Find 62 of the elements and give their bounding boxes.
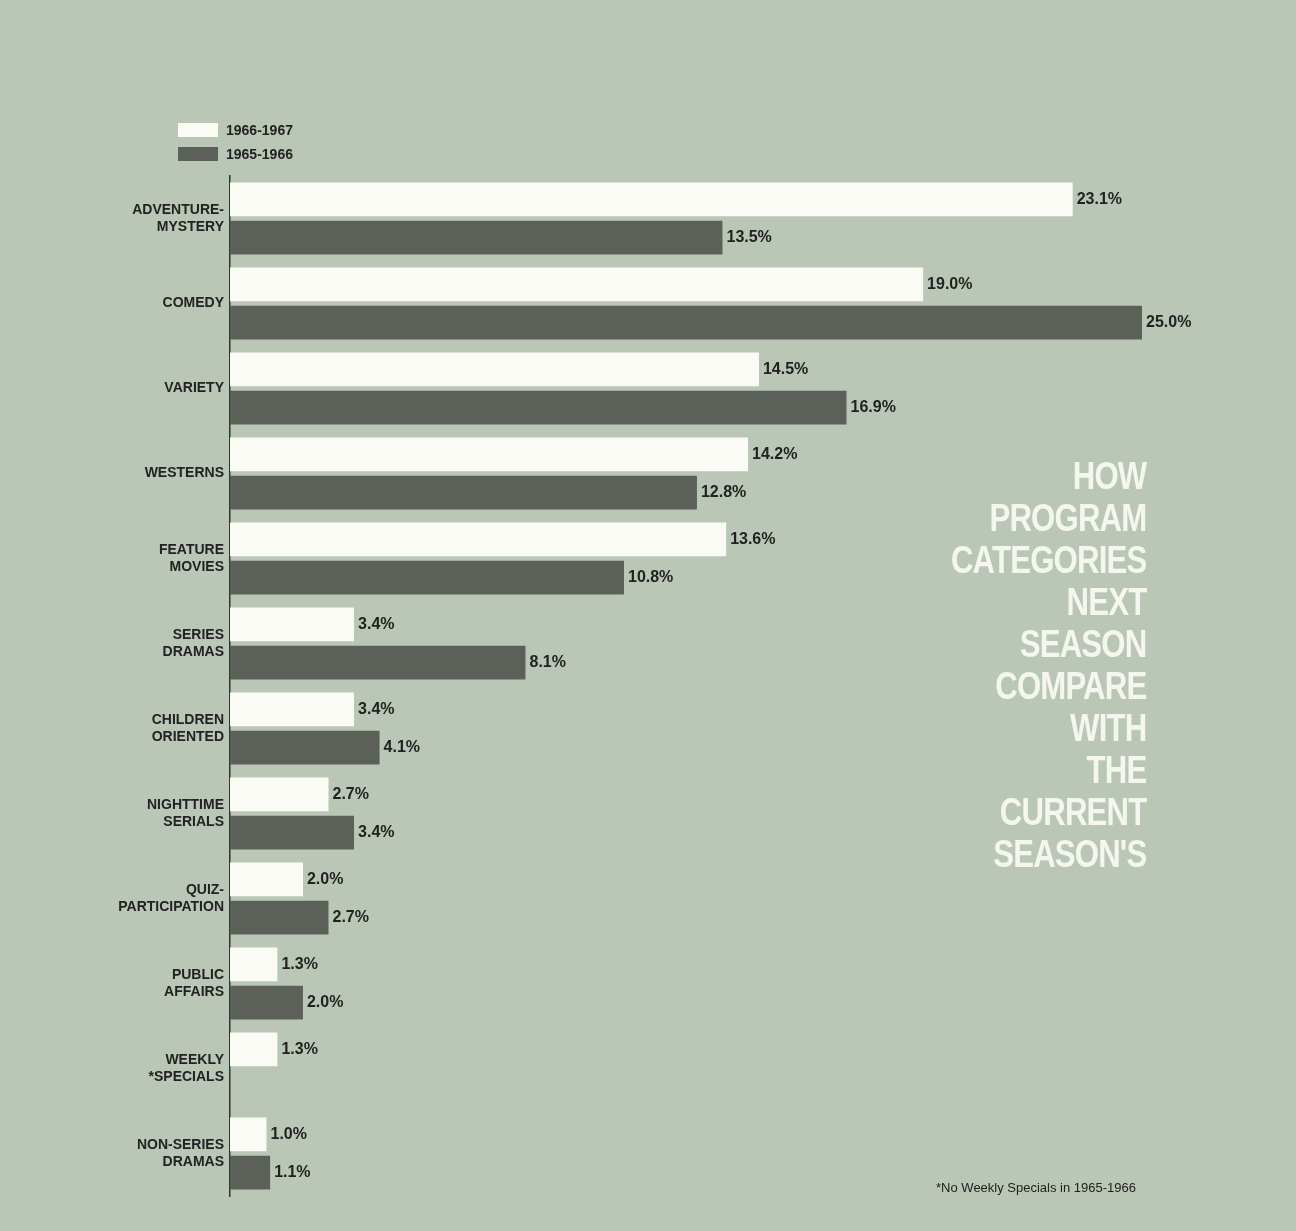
bar <box>230 862 303 897</box>
bar <box>230 560 624 595</box>
bar <box>230 522 727 557</box>
data-label: 2.0% <box>306 993 344 1011</box>
data-label: 3.4% <box>358 614 395 632</box>
bar <box>230 182 1073 217</box>
data-label: 14.2% <box>752 444 798 462</box>
bar <box>230 645 526 680</box>
data-label: 1.0% <box>270 1124 307 1142</box>
bar <box>230 1032 278 1067</box>
y-tick-label: NIGHTTIME SERIALS <box>147 795 224 829</box>
data-label: 2.7% <box>332 784 369 802</box>
data-label: 13.6% <box>730 529 776 547</box>
y-tick-label: VARIETY <box>164 379 225 396</box>
bar <box>230 1155 271 1190</box>
data-label: 1.3% <box>281 1039 318 1057</box>
y-tick-label: FEATURE MOVIES <box>158 540 224 574</box>
y-tick-label: NON-SERIES DRAMAS <box>136 1135 224 1169</box>
data-label: 4.1% <box>383 738 421 756</box>
data-label: 16.9% <box>850 398 896 416</box>
data-label: 2.0% <box>306 869 344 887</box>
y-tick-label: WEEKLY *SPECIALS <box>148 1050 225 1084</box>
legend-label: 1966-1967 <box>226 122 293 138</box>
data-label: 1.1% <box>274 1163 311 1181</box>
data-label: 14.5% <box>762 359 809 377</box>
data-label: 1.3% <box>281 954 318 972</box>
data-label: 13.5% <box>726 228 772 246</box>
y-tick-label: CHILDREN ORIENTED <box>151 710 224 744</box>
bar <box>230 607 355 642</box>
bar <box>230 900 329 935</box>
bar <box>230 437 749 472</box>
bar <box>230 267 924 302</box>
bar <box>230 815 355 850</box>
data-label: 2.7% <box>332 908 369 926</box>
bar <box>230 730 380 765</box>
annotation: *No Weekly Specials in 1965-1966 <box>936 1180 1136 1195</box>
y-tick-label: ADVENTURE-MYSTERY <box>132 200 225 234</box>
bar <box>230 390 847 425</box>
data-label: 10.8% <box>627 568 674 586</box>
data-label: 3.4% <box>358 699 395 717</box>
y-tick-label: PUBLIC AFFAIRS <box>164 965 224 999</box>
data-label: 25.0% <box>1146 313 1192 331</box>
bar <box>230 475 697 510</box>
bar <box>230 947 278 982</box>
y-tick-label: QUIZ-PARTICIPATION <box>118 880 225 914</box>
y-tick-label: WESTERNS <box>144 464 224 481</box>
bar <box>230 352 759 387</box>
y-tick-label: COMEDY <box>162 294 225 311</box>
data-label: 23.1% <box>1076 189 1123 207</box>
legend-label: 1965-1966 <box>226 146 293 162</box>
bar <box>230 220 723 255</box>
data-label: 8.1% <box>529 653 566 671</box>
bar <box>230 985 303 1020</box>
bar <box>230 692 355 727</box>
chart-title: HOW PROGRAM CATEGORIES NEXT SEASON COMPARE WITH THE CURRENT SEASON'S <box>950 455 1146 875</box>
y-tick-label: SERIES DRAMAS <box>162 625 224 659</box>
bar <box>230 305 1142 340</box>
bar <box>230 1117 267 1152</box>
bar <box>230 777 329 812</box>
data-label: 19.0% <box>927 274 973 292</box>
data-label: 3.4% <box>358 823 395 841</box>
data-label: 12.8% <box>700 483 747 501</box>
